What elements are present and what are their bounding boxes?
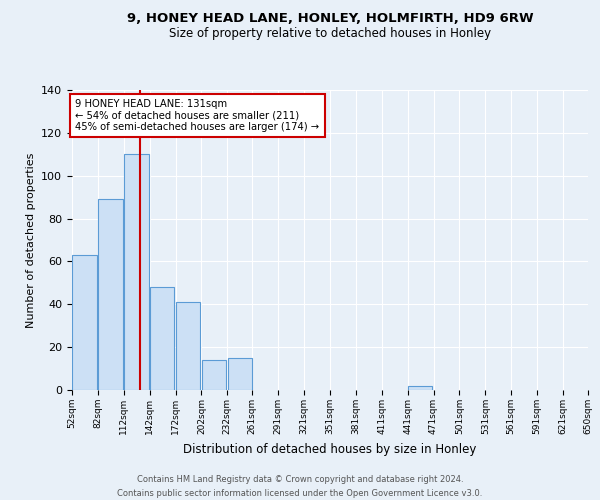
Text: 9 HONEY HEAD LANE: 131sqm
← 54% of detached houses are smaller (211)
45% of semi: 9 HONEY HEAD LANE: 131sqm ← 54% of detac… xyxy=(76,98,320,132)
Text: 9, HONEY HEAD LANE, HONLEY, HOLMFIRTH, HD9 6RW: 9, HONEY HEAD LANE, HONLEY, HOLMFIRTH, H… xyxy=(127,12,533,26)
Bar xyxy=(227,358,252,390)
Text: Contains HM Land Registry data © Crown copyright and database right 2024.
Contai: Contains HM Land Registry data © Crown c… xyxy=(118,476,482,498)
Bar xyxy=(408,386,433,390)
Bar xyxy=(150,287,175,390)
Text: Size of property relative to detached houses in Honley: Size of property relative to detached ho… xyxy=(169,28,491,40)
Bar xyxy=(124,154,149,390)
Text: Distribution of detached houses by size in Honley: Distribution of detached houses by size … xyxy=(184,442,476,456)
Bar xyxy=(176,302,200,390)
Bar xyxy=(202,360,226,390)
Bar xyxy=(72,255,97,390)
Y-axis label: Number of detached properties: Number of detached properties xyxy=(26,152,35,328)
Bar xyxy=(98,200,122,390)
